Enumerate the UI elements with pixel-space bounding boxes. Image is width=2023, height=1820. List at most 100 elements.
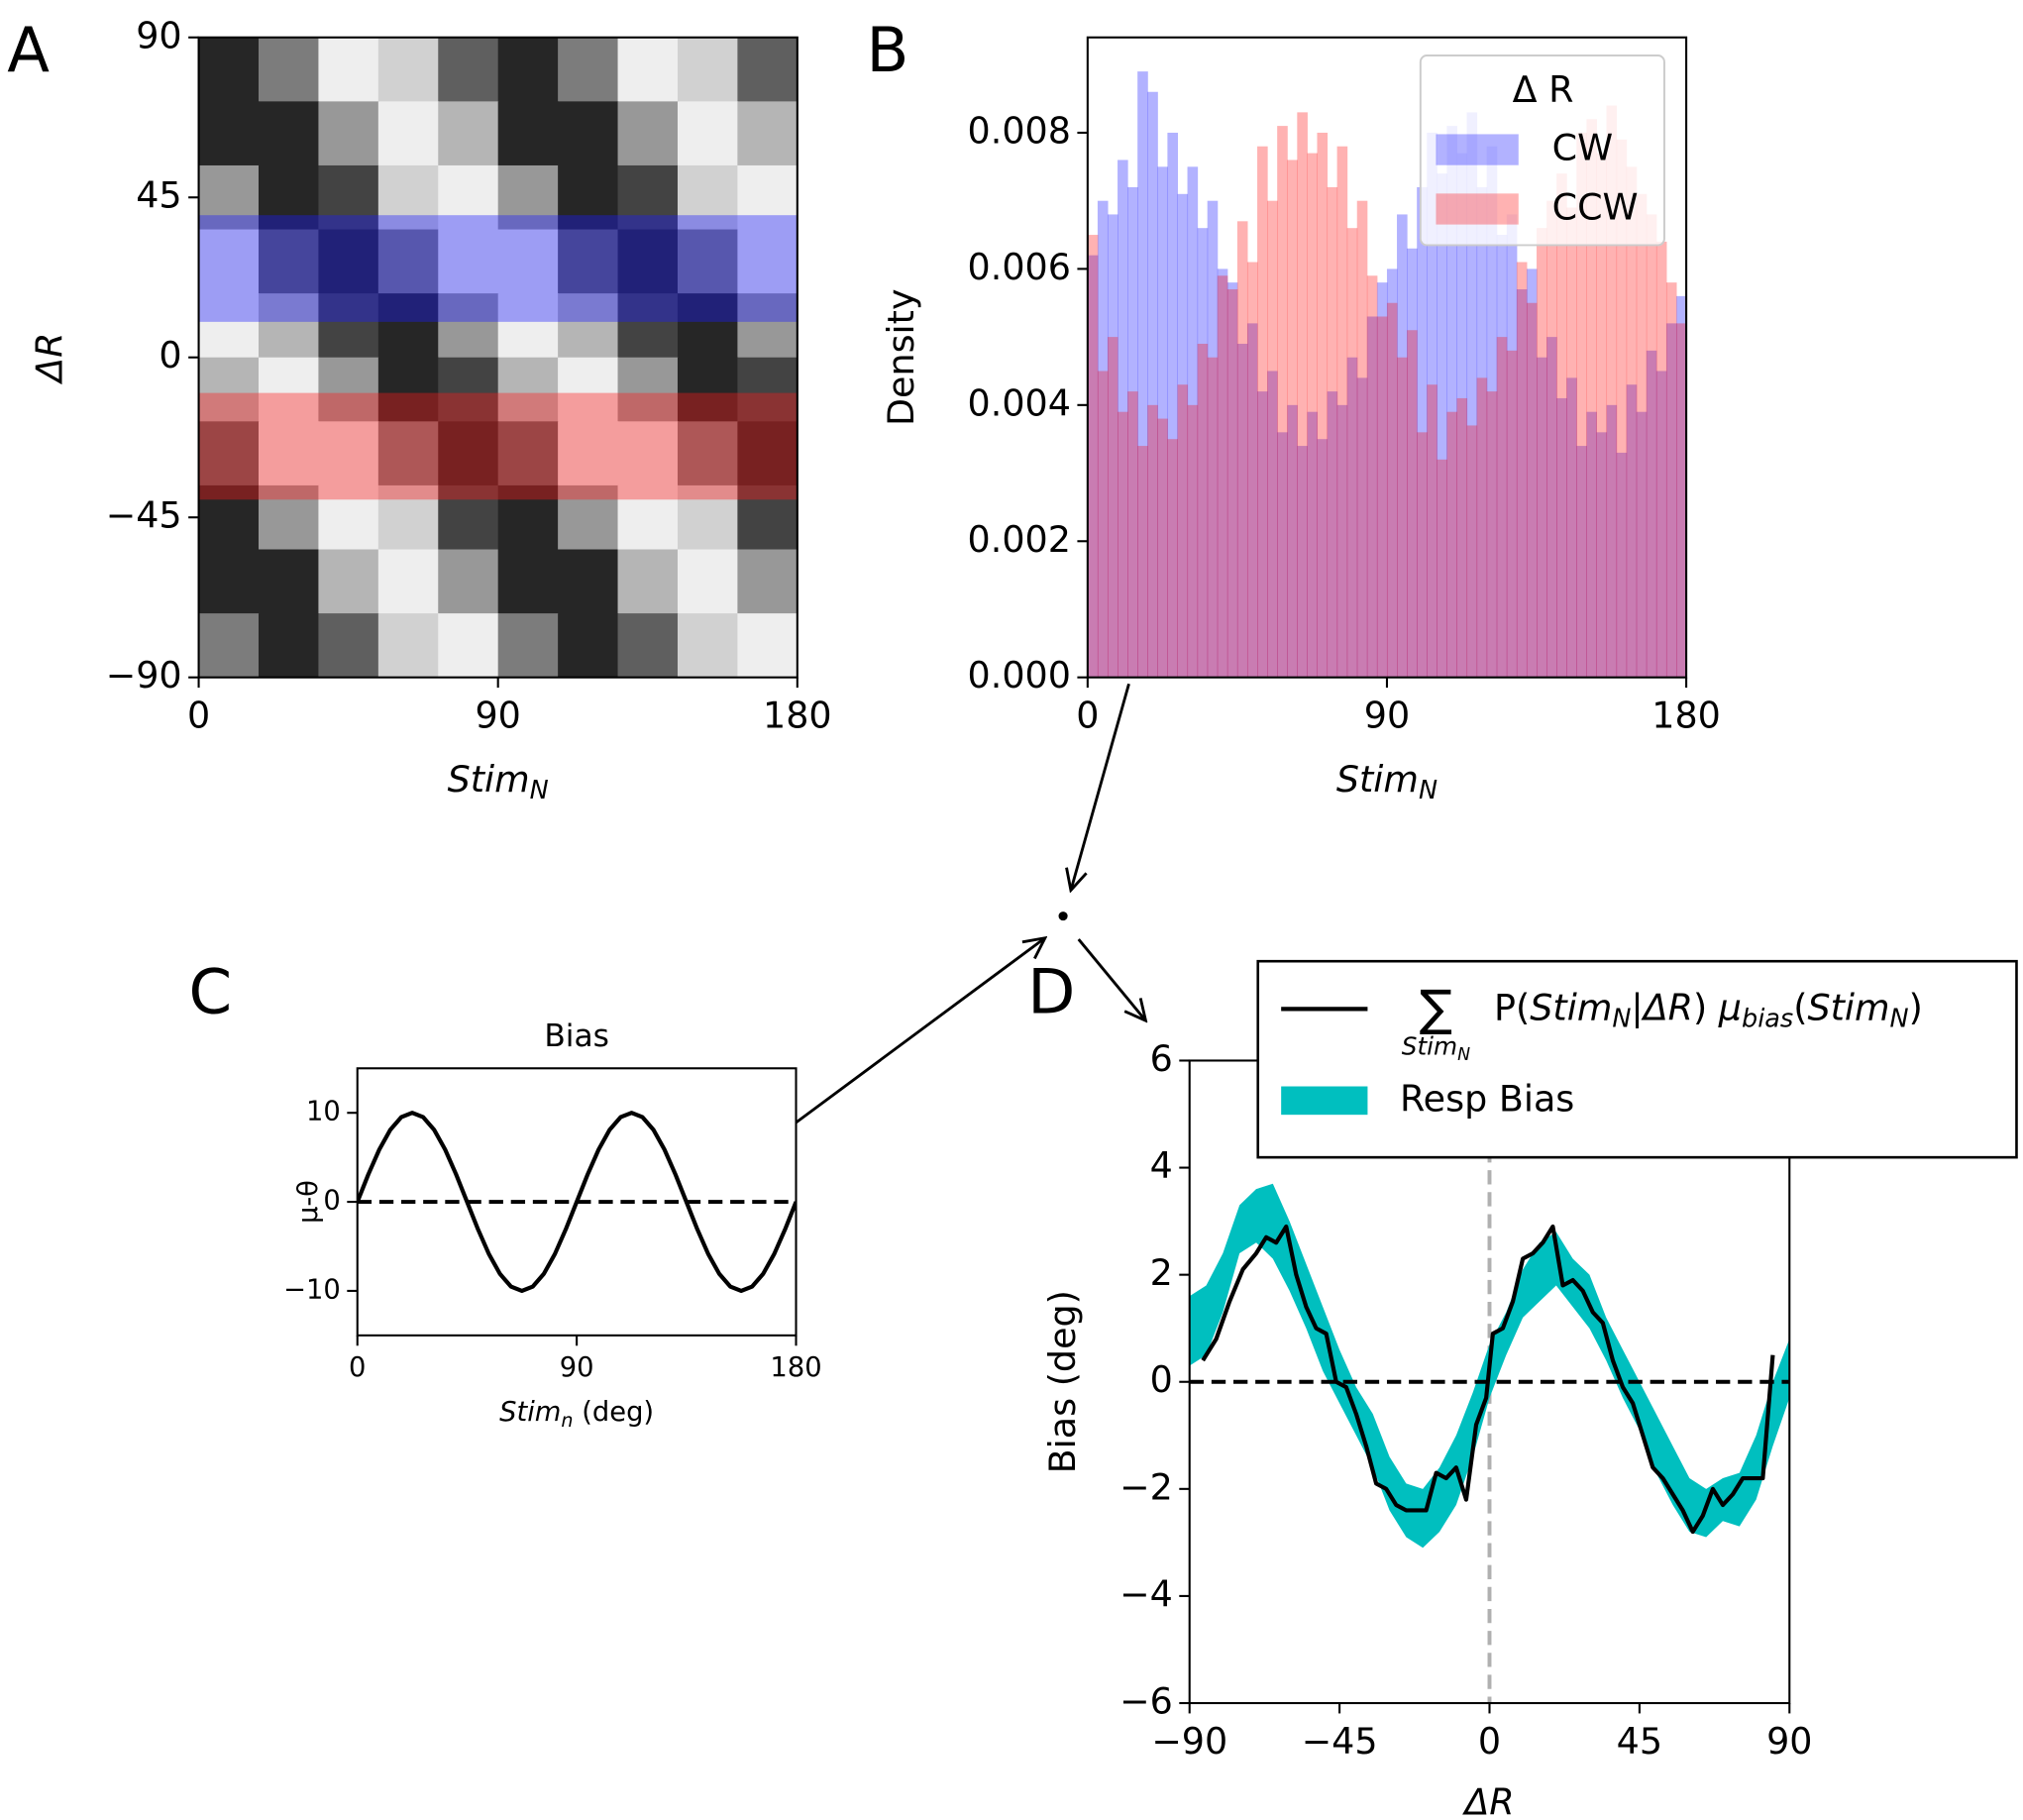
contour-cell	[677, 229, 739, 294]
legend-swatch	[1436, 134, 1519, 165]
contour-cell	[737, 101, 798, 166]
contour-cell	[198, 293, 260, 359]
hist-bar	[1257, 146, 1268, 678]
contour-cell	[617, 293, 679, 359]
y-tick-label: 0.008	[968, 109, 1071, 152]
contour-cell	[558, 357, 619, 423]
contour-cell	[677, 484, 739, 551]
contour-cell	[737, 549, 798, 614]
contour-cell	[617, 37, 679, 103]
legend-swatch	[1281, 1086, 1368, 1116]
contour-cell	[258, 613, 320, 678]
hist-bar	[1366, 316, 1378, 678]
x-axis-label: Stimn (deg)	[499, 1396, 654, 1431]
contour-cell	[377, 37, 440, 103]
hist-bar	[1427, 132, 1437, 678]
x-axis-label-part: N	[530, 776, 549, 805]
contour-cell	[377, 293, 440, 359]
contour-cell	[258, 549, 320, 614]
contour-cell	[737, 484, 798, 551]
hist-bar	[1346, 228, 1358, 678]
hist-bar	[1118, 411, 1128, 678]
hist-bar	[1596, 153, 1608, 678]
contour-cell	[737, 293, 798, 359]
hist-bar	[1665, 282, 1677, 678]
hist-bar	[1177, 193, 1189, 678]
legend-sum-sub: StimN	[1402, 1031, 1470, 1064]
x-tick-label: 0	[187, 695, 210, 737]
hist-bar	[1655, 371, 1667, 678]
contour-cell	[677, 613, 739, 678]
y-tick-label: 0.004	[968, 381, 1071, 424]
y-tick-label: 90	[136, 14, 181, 56]
hist-bar	[1446, 126, 1457, 678]
hist-bar	[1606, 404, 1618, 678]
contour-cell	[438, 613, 499, 678]
contour-cell	[558, 164, 619, 231]
legend-label-part: Stim	[1530, 986, 1612, 1028]
legend-frame	[1419, 54, 1665, 247]
plot-area	[1189, 1060, 1790, 1704]
hist-bar	[1476, 186, 1488, 678]
contour-cell	[438, 484, 499, 551]
hist-bar	[1177, 384, 1189, 678]
y-tick-label: 0	[159, 334, 181, 376]
y-tick-label: −10	[283, 1274, 341, 1305]
x-axis-label-part: N	[1419, 776, 1437, 805]
x-axis-label-part: (deg)	[574, 1396, 655, 1427]
hist-bar	[1137, 446, 1148, 678]
line	[357, 1111, 797, 1294]
contour-cell	[737, 164, 798, 231]
y-axis-label: μ-θ	[293, 1180, 324, 1224]
hist-bar	[1496, 235, 1508, 678]
legend-label: CCW	[1552, 185, 1639, 228]
x-tick-label: 90	[1364, 695, 1410, 737]
hist-bar	[1167, 439, 1178, 678]
hist-bar	[1665, 323, 1677, 678]
hist-bar	[1546, 337, 1557, 678]
hist-bar	[1437, 173, 1447, 678]
hist-bar	[1356, 377, 1368, 678]
legend-label-part: N	[1612, 1004, 1631, 1033]
contour-cell	[377, 164, 440, 231]
contour-cell	[198, 229, 260, 294]
x-axis-label-part: n	[561, 1409, 573, 1432]
x-tick-label: 0	[1076, 695, 1099, 737]
hist-bar	[1197, 343, 1209, 678]
contour-cell	[438, 37, 499, 103]
plot-area	[357, 1111, 797, 1294]
hist-bar	[1226, 289, 1238, 678]
hist-bar	[1476, 377, 1488, 678]
contour-cell	[558, 484, 619, 551]
contour-cell	[677, 37, 739, 103]
contour-cell	[258, 101, 320, 166]
arrow	[1071, 683, 1130, 890]
hist-bar	[1366, 275, 1378, 678]
contour-cell	[198, 421, 260, 486]
hist-bar	[1087, 255, 1099, 678]
hist-bar	[1327, 391, 1338, 678]
contour-cell	[438, 421, 499, 486]
x-tick-label: −45	[1302, 1720, 1378, 1763]
contour-cell	[677, 101, 739, 166]
hist-bar	[1217, 275, 1228, 678]
legend-label-part: Stim	[1807, 986, 1889, 1028]
line	[1201, 1224, 1775, 1535]
contour-cell	[617, 357, 679, 423]
contour-cell	[377, 421, 440, 486]
hist-bar	[1246, 323, 1258, 678]
hist-bar	[1207, 357, 1219, 678]
contour-cell	[677, 357, 739, 423]
hist-bar	[1277, 432, 1288, 678]
hist-bar	[1417, 432, 1428, 678]
hist-bar	[1586, 119, 1597, 678]
contour-cell	[318, 37, 379, 103]
contour-cell	[438, 549, 499, 614]
contour-cell	[438, 293, 499, 359]
contour-cell	[617, 164, 679, 231]
y-tick-label: 0	[1150, 1358, 1173, 1401]
hist-bar	[1496, 337, 1508, 678]
x-tick-label: 45	[1617, 1720, 1662, 1763]
hist-bar	[1456, 153, 1468, 678]
